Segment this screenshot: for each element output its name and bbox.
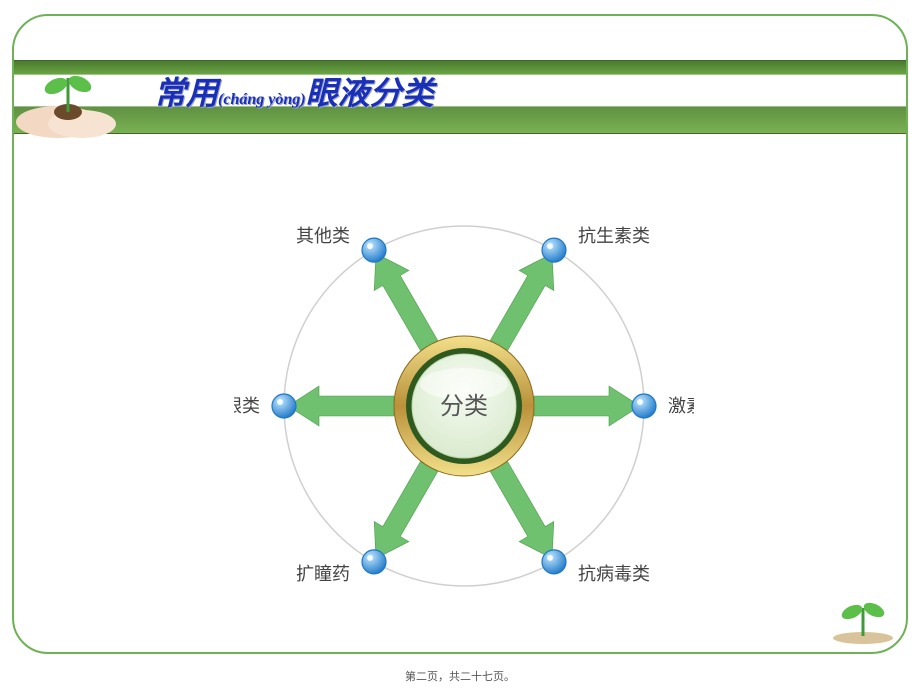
spoke-arrow bbox=[534, 386, 640, 426]
corner-sprout-image bbox=[828, 584, 898, 644]
category-node: 其他类 bbox=[296, 226, 386, 262]
spoke-arrow bbox=[288, 386, 394, 426]
spoke-arrow bbox=[374, 254, 437, 351]
title-part1: 常用 bbox=[154, 75, 218, 111]
category-node: 抗青光眼类 bbox=[234, 394, 296, 418]
spoke-arrow bbox=[490, 462, 553, 559]
hub-label: 分类 bbox=[440, 393, 488, 420]
category-node: 抗病毒类 bbox=[542, 550, 650, 584]
category-label: 抗青光眼类 bbox=[234, 396, 260, 416]
title-pinyin: (cháng yòng) bbox=[218, 91, 306, 108]
category-label: 其他类 bbox=[296, 226, 350, 246]
category-label: 扩瞳药 bbox=[296, 564, 350, 584]
category-node: 抗生素类 bbox=[542, 226, 650, 262]
page-footer: 第二页，共二十七页。 bbox=[0, 668, 920, 684]
category-label: 激素类 bbox=[668, 396, 694, 416]
category-node: 扩瞳药 bbox=[296, 550, 386, 584]
hands-sprout-image bbox=[12, 64, 130, 140]
classification-diagram: 分类 其他类 抗生素类激素类抗病毒类 扩瞳药 抗青光眼类 bbox=[234, 176, 694, 636]
slide-frame: 常用(cháng yòng)眼液分类 分类 其他类 抗生素类激素类抗病毒类 扩瞳药 抗青… bbox=[12, 14, 908, 654]
category-label: 抗病毒类 bbox=[578, 564, 650, 584]
title-part2: 眼液分类 bbox=[306, 75, 434, 111]
slide-title: 常用(cháng yòng)眼液分类 bbox=[154, 68, 434, 114]
title-bar bbox=[12, 60, 908, 134]
hub: 分类 bbox=[394, 336, 534, 476]
spoke-arrow bbox=[490, 254, 553, 351]
category-label: 抗生素类 bbox=[578, 226, 650, 246]
category-node: 激素类 bbox=[632, 394, 694, 418]
spoke-arrow bbox=[374, 462, 437, 559]
